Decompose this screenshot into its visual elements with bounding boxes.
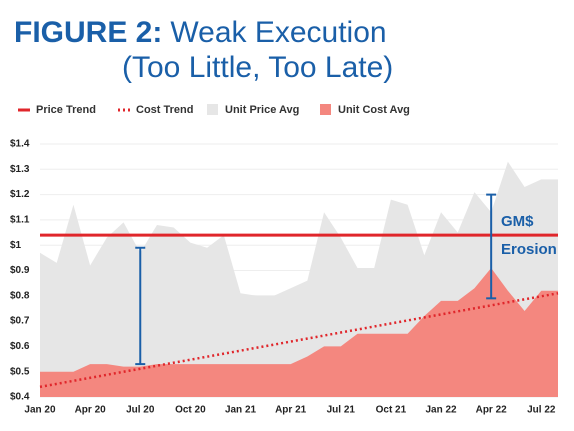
y-tick-label: $0.7	[10, 316, 30, 327]
y-tick-label: $1.2	[10, 189, 30, 200]
legend-label: Unit Price Avg	[225, 104, 299, 116]
y-tick-label: $0.5	[10, 366, 30, 377]
x-tick-label: Apr 20	[75, 405, 107, 416]
x-tick-label: Jan 22	[425, 405, 457, 416]
title-label: FIGURE 2:	[14, 16, 162, 49]
y-tick-label: $0.4	[10, 392, 30, 403]
annotation: Erosion	[501, 241, 557, 258]
legend-label: Price Trend	[36, 104, 96, 116]
x-tick-label: Oct 21	[376, 405, 407, 416]
x-tick-label: Jan 21	[225, 405, 257, 416]
x-tick-label: Apr 22	[476, 405, 508, 416]
x-tick-label: Apr 21	[275, 405, 307, 416]
y-tick-label: $0.9	[10, 265, 30, 276]
bracket	[135, 246, 146, 366]
legend-label: Cost Trend	[136, 104, 193, 116]
y-tick-label: $0.6	[10, 341, 30, 352]
x-tick-label: Jul 22	[527, 405, 556, 416]
title-text: Weak Execution	[170, 16, 386, 49]
y-tick-label: $1.4	[10, 139, 30, 150]
legend-swatch	[207, 104, 218, 115]
x-tick-label: Oct 20	[175, 405, 206, 416]
chart-subtitle: (Too Little, Too Late)	[122, 51, 393, 84]
legend-label: Unit Cost Avg	[338, 104, 410, 116]
y-tick-label: $1.3	[10, 164, 30, 175]
bracket	[486, 193, 497, 300]
annotation: GM$	[501, 213, 534, 230]
chart-title: FIGURE 2: Weak Execution	[14, 16, 387, 49]
y-tick-label: $1	[10, 240, 22, 251]
x-tick-label: Jul 20	[126, 405, 155, 416]
y-tick-label: $1.1	[10, 215, 30, 226]
y-tick-label: $0.8	[10, 290, 30, 301]
legend-swatch	[320, 104, 331, 115]
x-tick-label: Jan 20	[24, 405, 56, 416]
x-tick-label: Jul 21	[327, 405, 356, 416]
